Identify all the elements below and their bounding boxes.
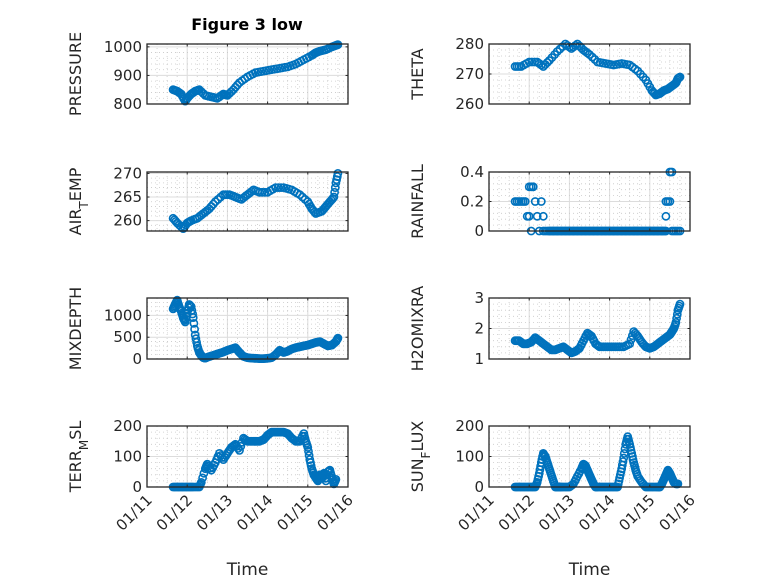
- y-tick-label: 270: [455, 65, 484, 83]
- data-point: [530, 197, 540, 206]
- data-point: [304, 446, 313, 456]
- y-tick-label: 0: [474, 222, 484, 240]
- data-point: [260, 187, 270, 197]
- figure-title: Figure 3 low: [191, 15, 303, 34]
- y-axis-label: MIXDEPTH: [66, 287, 85, 370]
- data-point: [235, 445, 244, 455]
- y-axis-label: PRESSURE: [66, 32, 85, 116]
- x-axis-label: Time: [568, 560, 611, 580]
- data-point: [188, 309, 197, 319]
- x-axis-label: Time: [226, 560, 269, 580]
- axes-box: [146, 43, 349, 105]
- y-tick-label: 2: [474, 320, 484, 338]
- subplot-h2omixra: 1 2 3 H2OMIXRA: [408, 286, 691, 372]
- subplot-air_temp: 260 265 270 AIRTEMP: [66, 164, 349, 235]
- y-tick-label: 800: [113, 95, 142, 113]
- y-tick-label: 0: [132, 350, 142, 368]
- data-point: [188, 313, 198, 322]
- y-tick-label: 270: [113, 164, 142, 182]
- data-point: [190, 324, 199, 334]
- y-axis-label: H2OMIXRA: [408, 286, 427, 372]
- y-tick-label: 1000: [104, 306, 142, 324]
- series-h2omixra: [510, 299, 685, 358]
- data-point: [330, 183, 340, 192]
- series-mixdepth: [168, 295, 343, 363]
- subplot-mixdepth: 0 500 1000 MIXDEPTH: [66, 287, 349, 370]
- data-point: [232, 80, 242, 90]
- y-tick-label: 280: [455, 35, 484, 53]
- data-point: [532, 211, 542, 221]
- data-point: [626, 335, 636, 345]
- data-point: [675, 72, 685, 82]
- data-point: [542, 58, 552, 67]
- y-tick-label: 0.2: [460, 193, 484, 211]
- series-air_temp: [168, 168, 343, 233]
- y-tick-label: 3: [474, 289, 484, 307]
- data-point: [536, 197, 546, 206]
- y-tick-label: 0.4: [460, 163, 484, 181]
- data-point: [192, 337, 201, 347]
- data-point: [675, 299, 685, 309]
- y-tick-label: 265: [113, 188, 142, 206]
- data-point: [331, 474, 341, 484]
- data-point: [665, 197, 675, 206]
- y-axis-label: THETA: [408, 48, 427, 100]
- data-point: [189, 318, 199, 328]
- data-point: [661, 211, 671, 221]
- subplot-rainfall: 0 0.2 0.4 RAINFALL: [408, 163, 691, 240]
- data-point: [208, 199, 218, 209]
- y-axis-label: RAINFALL: [408, 164, 427, 239]
- data-point: [257, 187, 267, 197]
- y-tick-label: 260: [113, 212, 142, 230]
- axes-box: [146, 297, 349, 360]
- data-point: [333, 168, 343, 178]
- data-point: [618, 457, 628, 466]
- data-point: [247, 187, 256, 196]
- data-point: [330, 187, 339, 197]
- data-point: [520, 197, 530, 206]
- data-point: [672, 309, 682, 319]
- y-tick-label: 100: [455, 448, 484, 466]
- y-tick-label: 200: [113, 417, 142, 435]
- y-tick-label: 100: [113, 448, 142, 466]
- axes-box: [146, 171, 349, 232]
- subplot-theta: 260 270 280 THETA: [408, 35, 691, 113]
- grid: [146, 297, 349, 360]
- data-point: [236, 441, 246, 451]
- y-axis-label: SUNFLUX: [408, 421, 433, 493]
- data-point: [333, 333, 343, 343]
- data-point: [619, 453, 629, 463]
- data-point: [303, 442, 313, 452]
- data-point: [196, 477, 206, 487]
- subplot-terr_msl: 01/1101/1201/1301/1401/1501/160100200TER…: [66, 417, 357, 580]
- data-point: [329, 192, 339, 202]
- y-tick-label: 0: [474, 478, 484, 496]
- series-pressure: [168, 40, 343, 106]
- data-point: [538, 211, 548, 221]
- y-tick-label: 1000: [104, 38, 142, 56]
- data-point: [198, 473, 207, 483]
- data-point: [271, 183, 280, 192]
- y-tick-label: 260: [455, 95, 484, 113]
- y-axis-label: AIRTEMP: [66, 167, 91, 235]
- data-point: [625, 339, 635, 349]
- data-point: [276, 183, 286, 192]
- y-tick-label: 1: [474, 350, 484, 368]
- y-tick-label: 0: [132, 478, 142, 496]
- subplot-pressure: 800 900 1000 PRESSURE: [66, 32, 349, 116]
- data-point: [672, 313, 681, 323]
- data-point: [671, 317, 681, 327]
- y-axis-label: TERRMSL: [66, 421, 91, 494]
- data-point: [273, 183, 283, 192]
- y-tick-label: 500: [113, 328, 142, 346]
- y-tick-label: 900: [113, 66, 142, 84]
- y-tick-label: 200: [455, 417, 484, 435]
- grid: [146, 172, 349, 231]
- series-theta: [510, 39, 685, 100]
- data-point: [528, 182, 538, 192]
